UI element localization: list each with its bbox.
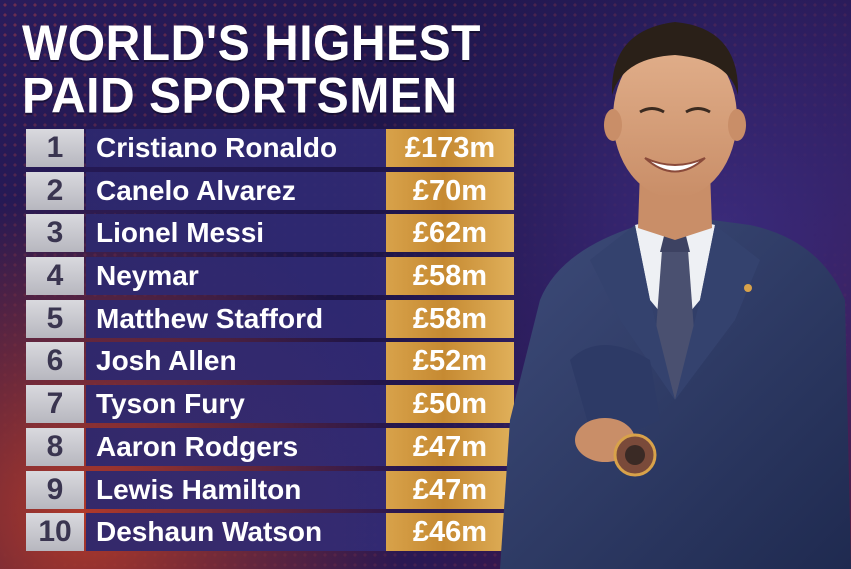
athlete-name: Tyson Fury <box>96 388 245 420</box>
athlete-name: Lewis Hamilton <box>96 473 302 505</box>
earnings-value: £58m <box>386 257 514 296</box>
headline-line-1: WORLD'S HIGHEST <box>22 15 481 72</box>
earnings-value: £62m <box>386 214 514 253</box>
athlete-name: Lionel Messi <box>96 217 265 249</box>
name-bar <box>86 257 386 296</box>
rank-number: 5 <box>26 299 84 338</box>
name-bar <box>86 427 386 466</box>
ranking-row: 7 Tyson Fury £50m <box>26 385 516 424</box>
rank-number: 8 <box>26 427 84 466</box>
ranking-row: 6 Josh Allen £52m <box>26 342 516 381</box>
rank-number: 7 <box>26 385 84 424</box>
name-bar <box>86 129 386 167</box>
athlete-name: Josh Allen <box>96 345 237 377</box>
ranking-row: 4 Neymar £58m <box>26 257 516 296</box>
name-bar <box>86 171 386 210</box>
rank-number: 10 <box>26 513 84 552</box>
earnings-value: £47m <box>386 427 514 466</box>
name-bar <box>86 342 386 381</box>
rank-number: 4 <box>26 257 84 296</box>
name-bar <box>86 214 386 253</box>
ranking-row: 5 Matthew Stafford £58m <box>26 299 516 338</box>
earnings-value: £58m <box>386 299 514 338</box>
earnings-value: £50m <box>386 385 514 424</box>
headline-line-2: PAID SPORTSMEN <box>22 68 458 125</box>
earnings-value: £47m <box>386 470 514 509</box>
headline: WORLD'S HIGHEST PAID SPORTSMEN <box>22 15 522 125</box>
ranking-row: 10 Deshaun Watson £46m <box>26 513 516 552</box>
name-bar <box>86 385 386 424</box>
rank-number: 1 <box>26 129 84 167</box>
athlete-name: Canelo Alvarez <box>96 174 296 206</box>
earnings-value: £173m <box>386 129 514 167</box>
earnings-value: £52m <box>386 342 514 381</box>
athlete-name: Neymar <box>96 260 199 292</box>
ranking-row: 1 Cristiano Ronaldo £173m <box>26 129 516 167</box>
earnings-value: £46m <box>386 513 514 552</box>
rank-number: 6 <box>26 342 84 381</box>
name-bar <box>86 470 386 509</box>
athlete-name: Cristiano Ronaldo <box>96 132 338 163</box>
athlete-name: Deshaun Watson <box>96 516 323 548</box>
rank-number: 2 <box>26 171 84 210</box>
rank-number: 3 <box>26 214 84 253</box>
athlete-name: Matthew Stafford <box>96 302 324 334</box>
athlete-name: Aaron Rodgers <box>96 430 299 462</box>
ranking-row: 9 Lewis Hamilton £47m <box>26 470 516 509</box>
ranking-row: 8 Aaron Rodgers £47m <box>26 427 516 466</box>
rank-number: 9 <box>26 470 84 509</box>
ranking-row: 2 Canelo Alvarez £70m <box>26 171 516 210</box>
ranking-row: 3 Lionel Messi £62m <box>26 214 516 253</box>
athlete-portrait <box>500 22 851 569</box>
earnings-value: £70m <box>386 171 514 210</box>
name-bar <box>86 299 386 338</box>
name-bar <box>86 513 386 552</box>
ranking-table: 1 Cristiano Ronaldo £173m 2 Canelo Alvar… <box>26 129 516 556</box>
